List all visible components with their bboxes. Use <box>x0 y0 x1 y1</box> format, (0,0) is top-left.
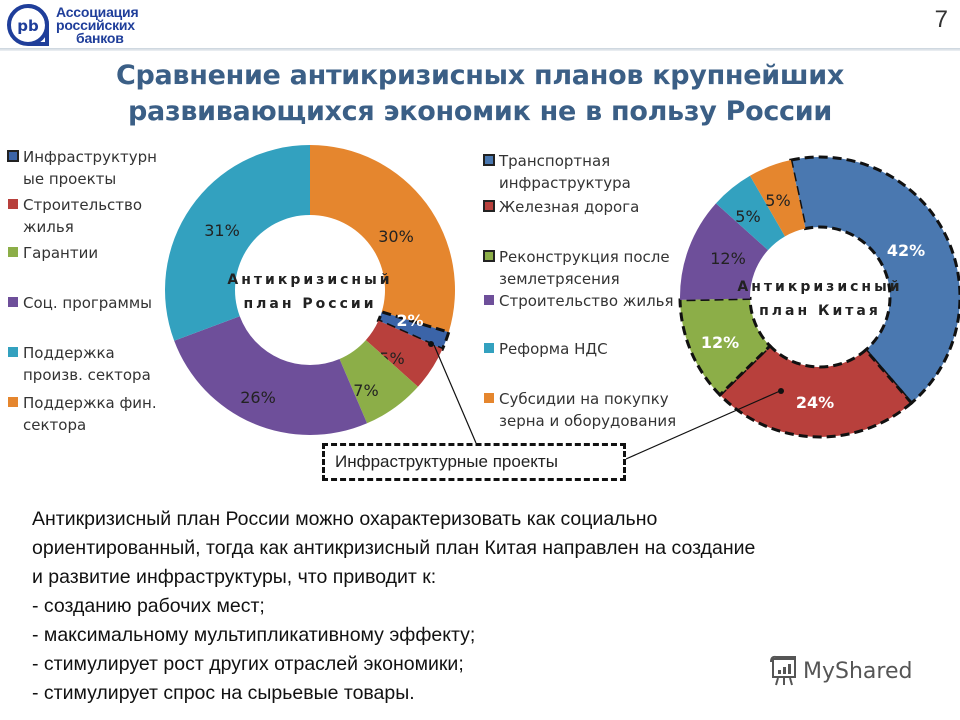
legend-item: Гарантии <box>8 242 98 264</box>
donut-segment <box>717 343 914 439</box>
segment-label: 30% <box>378 227 414 246</box>
callout-leader-line <box>625 390 781 460</box>
legend-swatch-icon <box>8 297 18 307</box>
legend-label: Транспортная инфраструктура <box>499 152 631 192</box>
legend-label: Соц. программы <box>23 294 152 312</box>
center-label: Антикризисный <box>227 272 392 288</box>
legend-label: Поддержка произв. сектора <box>23 344 151 384</box>
center-label: Антикризисный <box>737 279 902 295</box>
legend-item: Железная дорога <box>483 196 640 218</box>
segment-label: 24% <box>796 393 834 412</box>
segment-label: 5% <box>735 207 760 226</box>
russia-legend: Инфраструктурн ые проекты Строительство жил… <box>7 146 188 446</box>
legend-item: Субсидии на покупку зерна и оборудования <box>484 388 676 432</box>
bullet-item: - максимальному мультипликативному эффек… <box>32 624 476 646</box>
donut-segment <box>376 309 451 352</box>
slide-title: Сравнение антикризисных планов крупнейши… <box>115 60 845 127</box>
legend-label: Строительство жилья <box>23 196 143 236</box>
legend-swatch-icon <box>8 199 18 209</box>
legend-item: Соц. программы <box>8 292 152 314</box>
conclusion-text: Антикризисный план России можно охаракте… <box>32 505 932 708</box>
callout-anchor-dot <box>428 341 434 347</box>
legend-label: Субсидии на покупку зерна и оборудования <box>499 390 677 430</box>
donut-segment <box>339 340 418 424</box>
bullet-item: - стимулирует спрос на сырьевые товары. <box>32 682 415 704</box>
callout-anchor-dot <box>778 388 784 394</box>
infrastructure-callout: Инфраструктурные проекты <box>322 443 626 481</box>
legend-swatch-icon <box>484 393 494 403</box>
legend-item: Поддержка произв. сектора <box>8 342 151 386</box>
donut-segment <box>174 316 368 435</box>
china-donut: 42% 24% 12% 12% 5% 5% Антикризисный план Китая <box>678 155 960 439</box>
segment-label: 7% <box>353 381 378 400</box>
presentation-board-icon <box>770 655 796 686</box>
segment-label: 12% <box>701 333 739 352</box>
legend-label: Реконструкция после землетрясения <box>499 248 670 288</box>
legend-swatch-icon <box>8 397 18 407</box>
body-line: ориентированный, тогда как антикризисный… <box>32 537 756 559</box>
donut-segment <box>715 175 785 251</box>
donut-segment <box>165 145 310 341</box>
bullet-item: - созданию рабочих мест; <box>32 595 265 617</box>
header-divider <box>0 48 960 51</box>
legend-swatch-icon <box>7 150 19 162</box>
segment-label: 5% <box>765 191 790 210</box>
body-line: и развитие инфраструктуры, что приводит … <box>32 566 437 588</box>
donut-segment <box>789 155 960 406</box>
legend-label: Реформа НДС <box>499 340 608 358</box>
svg-text:pb: pb <box>17 17 39 35</box>
body-line: Антикризисный план России можно охаракте… <box>32 508 658 530</box>
segment-label: 42% <box>887 241 925 260</box>
legend-item: Строительство жилья <box>484 290 674 312</box>
logo-mark-icon: pb <box>7 4 49 46</box>
legend-swatch-icon <box>8 247 18 257</box>
legend-item: Транспортная инфраструктура <box>483 150 631 194</box>
segment-label: 2% <box>396 311 423 330</box>
donut-segment <box>680 203 768 300</box>
bullet-item: - стимулирует рост других отраслей эконо… <box>32 653 464 675</box>
legend-swatch-icon <box>483 154 495 166</box>
legend-swatch-icon <box>483 250 495 262</box>
legend-label: Строительство жилья <box>499 292 674 310</box>
association-logo: pb Ассоциация российских банков <box>6 2 156 48</box>
page-number: 7 <box>934 6 948 33</box>
legend-label: Инфраструктурн ые проекты <box>23 148 157 188</box>
legend-swatch-icon <box>484 295 494 305</box>
china-legend: Транспортная инфраструктура Железная дорог… <box>483 150 714 440</box>
legend-label: Поддержка фин. сектора <box>23 394 157 434</box>
legend-label: Гарантии <box>23 244 99 262</box>
watermark-label: MyShared <box>803 658 913 684</box>
donut-segment <box>365 320 443 387</box>
segment-label: 12% <box>710 249 746 268</box>
myshared-watermark: MyShared <box>768 654 912 688</box>
legend-item: Поддержка фин. сектора <box>8 392 157 436</box>
callout-label: Инфраструктурные проекты <box>335 452 558 471</box>
logo-text: Ассоциация российских банков <box>56 3 139 46</box>
legend-swatch-icon <box>484 343 494 353</box>
donut-segment <box>678 296 773 398</box>
legend-label: Железная дорога <box>499 198 640 216</box>
segment-label: 31% <box>204 221 240 240</box>
donut-segment <box>310 145 455 333</box>
center-label: план России <box>243 296 376 312</box>
legend-swatch-icon <box>8 347 18 357</box>
legend-item: Инфраструктурн ые проекты <box>7 146 157 190</box>
legend-swatch-icon <box>483 200 495 212</box>
donut-segment <box>750 160 806 237</box>
legend-item: Реконструкция после землетрясения <box>483 246 670 290</box>
legend-item: Реформа НДС <box>484 338 608 360</box>
segment-label: 26% <box>240 388 276 407</box>
callout-leader-line <box>433 344 477 444</box>
center-label: план Китая <box>759 303 881 319</box>
legend-item: Строительство жилья <box>8 194 142 238</box>
